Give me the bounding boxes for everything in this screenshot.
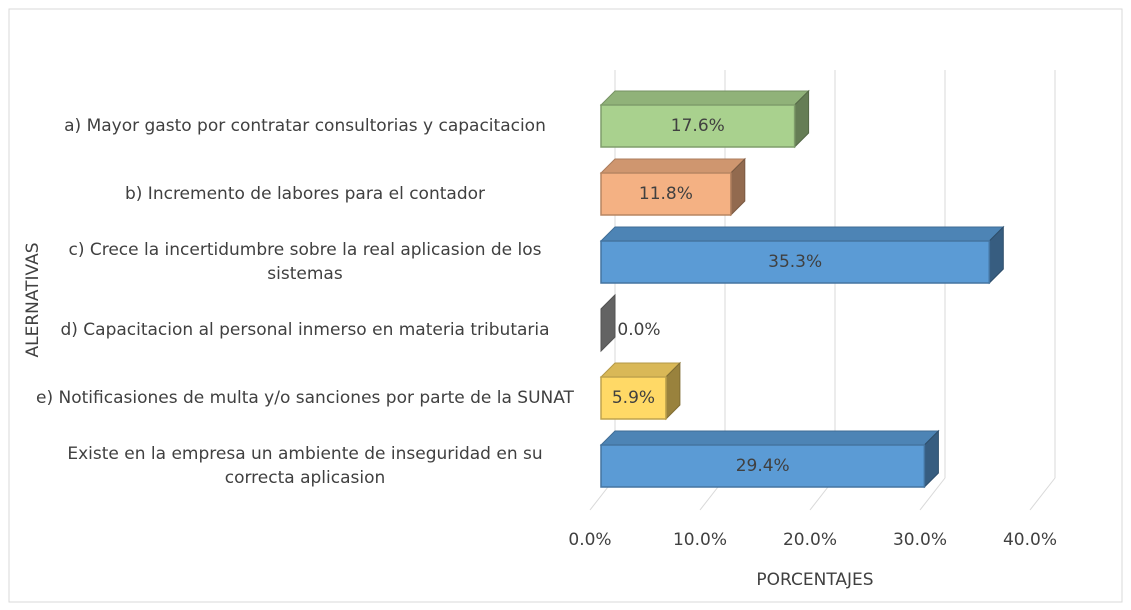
category-label: b) Incremento de labores para el contado… bbox=[124, 184, 485, 204]
bar-front bbox=[600, 104, 796, 148]
value-label: 5.9% bbox=[612, 388, 655, 408]
bar-top bbox=[599, 226, 1005, 242]
x-tick-label: 10.0% bbox=[673, 530, 727, 550]
x-tick-label: 40.0% bbox=[1003, 530, 1057, 550]
bar-front bbox=[600, 172, 732, 216]
frame bbox=[8, 8, 1123, 603]
bar bbox=[599, 361, 682, 421]
x-tick-label: 30.0% bbox=[893, 530, 947, 550]
bar bbox=[599, 89, 810, 149]
category-label: Existe en la empresa un ambiente de inse… bbox=[67, 444, 543, 488]
bar-front bbox=[600, 444, 926, 488]
bar bbox=[599, 157, 747, 217]
value-label: 11.8% bbox=[639, 184, 693, 204]
x-tick-label: 0.0% bbox=[568, 530, 611, 550]
y-axis-title: ALERNATIVAS bbox=[23, 242, 43, 357]
bar bbox=[599, 225, 1005, 285]
bar-front bbox=[600, 240, 991, 284]
bar bbox=[600, 293, 616, 353]
x-tick-label: 20.0% bbox=[783, 530, 837, 550]
category-label: e) Notificasiones de multa y/o sanciones… bbox=[36, 388, 574, 408]
value-label: 17.6% bbox=[671, 116, 725, 136]
category-label: a) Mayor gasto por contratar consultoria… bbox=[64, 116, 546, 136]
bar-side bbox=[600, 293, 616, 353]
x-axis-title: PORCENTAJES bbox=[756, 570, 873, 590]
category-label: c) Crece la incertidumbre sobre la real … bbox=[68, 240, 542, 284]
value-label: 0.0% bbox=[617, 320, 660, 340]
bar-front bbox=[600, 376, 667, 420]
bar-top bbox=[599, 158, 747, 174]
bar-top bbox=[599, 430, 940, 446]
grid-floor-line bbox=[1029, 477, 1056, 511]
category-label: d) Capacitacion al personal inmerso en m… bbox=[60, 320, 550, 340]
bar-top bbox=[599, 90, 810, 106]
grid-floor-line bbox=[919, 477, 946, 511]
bar bbox=[599, 429, 940, 489]
value-label: 29.4% bbox=[736, 456, 790, 476]
value-label: 35.3% bbox=[768, 252, 822, 272]
